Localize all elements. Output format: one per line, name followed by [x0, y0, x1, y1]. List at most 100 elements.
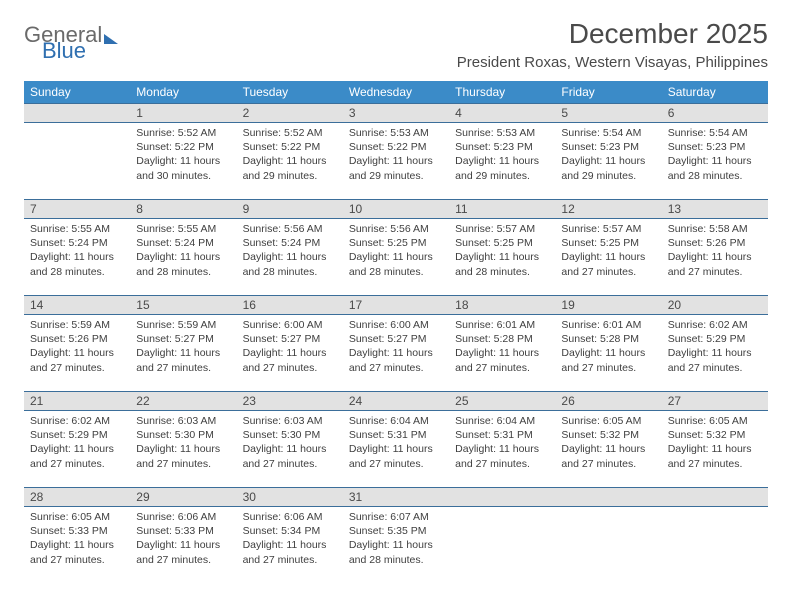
day-number: 18	[449, 296, 555, 314]
day-cell: Sunrise: 6:04 AMSunset: 5:31 PMDaylight:…	[449, 411, 555, 487]
daylight-line: Daylight: 11 hours and 27 minutes.	[30, 346, 124, 374]
day-number: 7	[24, 200, 130, 218]
day-number	[24, 104, 130, 122]
daylight-line: Daylight: 11 hours and 27 minutes.	[349, 442, 443, 470]
day-cell: Sunrise: 6:04 AMSunset: 5:31 PMDaylight:…	[343, 411, 449, 487]
sunset-line: Sunset: 5:33 PM	[30, 524, 124, 538]
daylight-line: Daylight: 11 hours and 27 minutes.	[561, 442, 655, 470]
day-cell: Sunrise: 6:07 AMSunset: 5:35 PMDaylight:…	[343, 507, 449, 583]
daylight-line: Daylight: 11 hours and 27 minutes.	[668, 250, 762, 278]
daynum-row: 78910111213	[24, 199, 768, 219]
day-cell: Sunrise: 5:53 AMSunset: 5:22 PMDaylight:…	[343, 123, 449, 199]
sunrise-line: Sunrise: 6:05 AM	[561, 414, 655, 428]
sunset-line: Sunset: 5:30 PM	[136, 428, 230, 442]
day-cell: Sunrise: 6:00 AMSunset: 5:27 PMDaylight:…	[237, 315, 343, 391]
day-number: 20	[662, 296, 768, 314]
day-number: 6	[662, 104, 768, 122]
daylight-line: Daylight: 11 hours and 27 minutes.	[136, 538, 230, 566]
sunset-line: Sunset: 5:24 PM	[30, 236, 124, 250]
day-number: 25	[449, 392, 555, 410]
daylight-line: Daylight: 11 hours and 27 minutes.	[243, 538, 337, 566]
sunrise-line: Sunrise: 6:01 AM	[561, 318, 655, 332]
day-number: 12	[555, 200, 661, 218]
sunset-line: Sunset: 5:31 PM	[349, 428, 443, 442]
sunrise-line: Sunrise: 5:59 AM	[136, 318, 230, 332]
daylight-line: Daylight: 11 hours and 27 minutes.	[349, 346, 443, 374]
sunrise-line: Sunrise: 6:05 AM	[668, 414, 762, 428]
daylight-line: Daylight: 11 hours and 27 minutes.	[561, 250, 655, 278]
sunset-line: Sunset: 5:32 PM	[561, 428, 655, 442]
day-number	[449, 488, 555, 506]
sunrise-line: Sunrise: 5:53 AM	[349, 126, 443, 140]
sunrise-line: Sunrise: 5:54 AM	[668, 126, 762, 140]
sunset-line: Sunset: 5:26 PM	[668, 236, 762, 250]
sunrise-line: Sunrise: 5:56 AM	[243, 222, 337, 236]
day-number: 10	[343, 200, 449, 218]
location-subtitle: President Roxas, Western Visayas, Philip…	[457, 54, 768, 71]
sunset-line: Sunset: 5:27 PM	[136, 332, 230, 346]
sunrise-line: Sunrise: 5:52 AM	[243, 126, 337, 140]
day-cell	[662, 507, 768, 583]
sunrise-line: Sunrise: 5:59 AM	[30, 318, 124, 332]
sunset-line: Sunset: 5:32 PM	[668, 428, 762, 442]
day-number: 27	[662, 392, 768, 410]
day-number: 2	[237, 104, 343, 122]
calendar: SundayMondayTuesdayWednesdayThursdayFrid…	[24, 81, 768, 583]
sunset-line: Sunset: 5:25 PM	[455, 236, 549, 250]
sunset-line: Sunset: 5:27 PM	[243, 332, 337, 346]
day-number: 23	[237, 392, 343, 410]
daylight-line: Daylight: 11 hours and 27 minutes.	[455, 442, 549, 470]
day-number: 16	[237, 296, 343, 314]
week-row: Sunrise: 5:59 AMSunset: 5:26 PMDaylight:…	[24, 315, 768, 391]
day-cell: Sunrise: 5:54 AMSunset: 5:23 PMDaylight:…	[662, 123, 768, 199]
sunrise-line: Sunrise: 5:58 AM	[668, 222, 762, 236]
day-cell: Sunrise: 5:56 AMSunset: 5:25 PMDaylight:…	[343, 219, 449, 295]
day-cell: Sunrise: 6:01 AMSunset: 5:28 PMDaylight:…	[555, 315, 661, 391]
day-header-sunday: Sunday	[24, 81, 130, 103]
day-number: 24	[343, 392, 449, 410]
day-number: 22	[130, 392, 236, 410]
sunset-line: Sunset: 5:23 PM	[668, 140, 762, 154]
sunset-line: Sunset: 5:26 PM	[30, 332, 124, 346]
sunset-line: Sunset: 5:29 PM	[30, 428, 124, 442]
sunset-line: Sunset: 5:34 PM	[243, 524, 337, 538]
sunrise-line: Sunrise: 6:03 AM	[243, 414, 337, 428]
day-cell: Sunrise: 6:06 AMSunset: 5:34 PMDaylight:…	[237, 507, 343, 583]
day-header-wednesday: Wednesday	[343, 81, 449, 103]
day-header-thursday: Thursday	[449, 81, 555, 103]
daylight-line: Daylight: 11 hours and 27 minutes.	[30, 538, 124, 566]
sunset-line: Sunset: 5:23 PM	[561, 140, 655, 154]
day-cell: Sunrise: 6:03 AMSunset: 5:30 PMDaylight:…	[237, 411, 343, 487]
sunrise-line: Sunrise: 6:06 AM	[136, 510, 230, 524]
day-header-saturday: Saturday	[662, 81, 768, 103]
sunrise-line: Sunrise: 6:05 AM	[30, 510, 124, 524]
day-number: 19	[555, 296, 661, 314]
sunset-line: Sunset: 5:23 PM	[455, 140, 549, 154]
day-cell: Sunrise: 5:55 AMSunset: 5:24 PMDaylight:…	[130, 219, 236, 295]
sunset-line: Sunset: 5:35 PM	[349, 524, 443, 538]
sunset-line: Sunset: 5:31 PM	[455, 428, 549, 442]
daylight-line: Daylight: 11 hours and 29 minutes.	[243, 154, 337, 182]
day-cell	[555, 507, 661, 583]
daylight-line: Daylight: 11 hours and 27 minutes.	[668, 346, 762, 374]
day-number: 3	[343, 104, 449, 122]
daylight-line: Daylight: 11 hours and 27 minutes.	[455, 346, 549, 374]
logo: General Blue	[24, 24, 119, 62]
day-number	[662, 488, 768, 506]
sunset-line: Sunset: 5:28 PM	[561, 332, 655, 346]
sunrise-line: Sunrise: 5:53 AM	[455, 126, 549, 140]
sunrise-line: Sunrise: 6:04 AM	[455, 414, 549, 428]
sunrise-line: Sunrise: 6:02 AM	[30, 414, 124, 428]
header: General Blue December 2025 President Rox…	[24, 18, 768, 71]
day-header-tuesday: Tuesday	[237, 81, 343, 103]
day-cell: Sunrise: 5:57 AMSunset: 5:25 PMDaylight:…	[555, 219, 661, 295]
sunset-line: Sunset: 5:30 PM	[243, 428, 337, 442]
sunset-line: Sunset: 5:29 PM	[668, 332, 762, 346]
day-cell: Sunrise: 6:00 AMSunset: 5:27 PMDaylight:…	[343, 315, 449, 391]
sunrise-line: Sunrise: 6:00 AM	[243, 318, 337, 332]
sunrise-line: Sunrise: 6:01 AM	[455, 318, 549, 332]
week-row: Sunrise: 5:52 AMSunset: 5:22 PMDaylight:…	[24, 123, 768, 199]
day-cell: Sunrise: 5:58 AMSunset: 5:26 PMDaylight:…	[662, 219, 768, 295]
daylight-line: Daylight: 11 hours and 27 minutes.	[243, 346, 337, 374]
day-header-monday: Monday	[130, 81, 236, 103]
